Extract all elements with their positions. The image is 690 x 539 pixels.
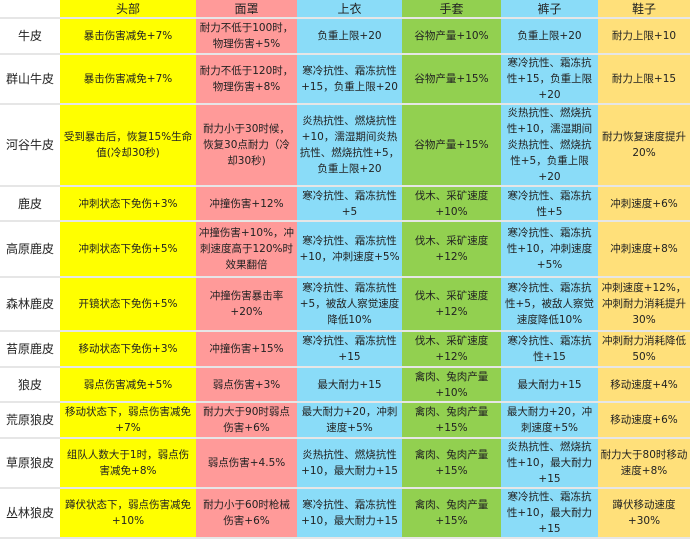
column-header: 鞋子 [598, 0, 690, 19]
row-header: 草原狼皮 [0, 438, 60, 489]
table-row: 丛林狼皮 蹲伏状态下，弱点伤害减免+10% 耐力小于60时枪械伤害+6% 寒冷抗性、霜… [0, 488, 690, 539]
row-header: 狼皮 [0, 367, 60, 403]
table-cell: 开镜状态下免伤+5% [60, 277, 196, 332]
row-header: 高原鹿皮 [0, 221, 60, 278]
table-cell: 伐木、采矿速度+12% [402, 331, 501, 368]
table-cell: 暴击伤害减免+7% [60, 18, 196, 55]
table-cell: 寒冷抗性、霜冻抗性+10，最大耐力+15 [297, 488, 402, 539]
table-cell: 移动速度+6% [598, 402, 690, 439]
table-cell: 负重上限+20 [297, 18, 402, 55]
table-cell: 冲撞伤害+15% [196, 331, 297, 368]
table-cell: 寒冷抗性、霜冻抗性+5 [297, 186, 402, 222]
table-cell: 最大耐力+20，冲刺速度+5% [501, 402, 598, 439]
table-cell: 寒冷抗性、霜冻抗性+5 [501, 186, 598, 222]
table-cell: 炎热抗性、燃烧抗性+10，最大耐力+15 [501, 438, 598, 489]
table-cell: 冲刺耐力消耗降低50% [598, 331, 690, 368]
table-cell: 冲刺状态下免伤+5% [60, 221, 196, 278]
table-cell: 寒冷抗性、霜冻抗性+15 [297, 331, 402, 368]
table-cell: 最大耐力+20，冲刺速度+5% [297, 402, 402, 439]
table-cell: 耐力大于90时弱点伤害+6% [196, 402, 297, 439]
table-row: 鹿皮 冲刺状态下免伤+3% 冲撞伤害+12% 寒冷抗性、霜冻抗性+5 伐木、采矿速度+1… [0, 186, 690, 222]
table-cell: 暴击伤害减免+7% [60, 54, 196, 105]
table-cell: 寒冷抗性、霜冻抗性+5，被敌人察觉速度降低10% [501, 277, 598, 332]
table-cell: 伐木、采矿速度+12% [402, 277, 501, 332]
table-cell: 冲撞伤害+12% [196, 186, 297, 222]
table-cell: 移动状态下免伤+3% [60, 331, 196, 368]
table-cell: 寒冷抗性、霜冻抗性+10，冲刺速度+5% [501, 221, 598, 278]
table-cell: 最大耐力+15 [297, 367, 402, 403]
table-cell: 冲撞伤害+10%，冲刺速度高于120%时效果翻倍 [196, 221, 297, 278]
table-row: 草原狼皮 组队人数大于1时，弱点伤害减免+8% 弱点伤害+4.5% 炎热抗性、燃烧抗性… [0, 438, 690, 489]
table-cell: 冲刺速度+6% [598, 186, 690, 222]
table-cell: 移动状态下，弱点伤害减免+7% [60, 402, 196, 439]
table-cell: 耐力恢复速度提升20% [598, 104, 690, 187]
table-row: 荒原狼皮 移动状态下，弱点伤害减免+7% 耐力大于90时弱点伤害+6% 最大耐力+20… [0, 402, 690, 439]
table-cell: 寒冷抗性、霜冻抗性+10，冲刺速度+5% [297, 221, 402, 278]
row-header: 苔原鹿皮 [0, 331, 60, 368]
column-header: 上衣 [297, 0, 402, 19]
table-cell: 禽肉、兔肉产量+15% [402, 488, 501, 539]
table-cell: 冲刺速度+8% [598, 221, 690, 278]
table-cell: 禽肉、兔肉产量+15% [402, 402, 501, 439]
table-row: 森林鹿皮 开镜状态下免伤+5% 冲撞伤害暴击率+20% 寒冷抗性、霜冻抗性+5，被敌人… [0, 277, 690, 332]
table-cell: 寒冷抗性、霜冻抗性+10，最大耐力+15 [501, 488, 598, 539]
table-cell: 炎热抗性、燃烧抗性+10，濡湿期间炎热抗性、燃烧抗性+5，负重上限+20 [297, 104, 402, 187]
table-row: 河谷牛皮 受到暴击后，恢复15%生命值(冷却30秒) 耐力小于30时候，恢复30点耐… [0, 104, 690, 187]
table-cell: 蹲伏状态下，弱点伤害减免+10% [60, 488, 196, 539]
table-cell: 耐力上限+10 [598, 18, 690, 55]
column-header: 裤子 [501, 0, 598, 19]
column-header: 面罩 [196, 0, 297, 19]
table-row: 群山牛皮 暴击伤害减免+7% 耐力不低于120时，物理伤害+8% 寒冷抗性、霜冻抗性+… [0, 54, 690, 105]
table-cell: 谷物产量+15% [402, 104, 501, 187]
table-cell: 弱点伤害+4.5% [196, 438, 297, 489]
table-cell: 伐木、采矿速度+10% [402, 186, 501, 222]
row-header: 鹿皮 [0, 186, 60, 222]
table-cell: 冲撞伤害暴击率+20% [196, 277, 297, 332]
table-cell: 组队人数大于1时，弱点伤害减免+8% [60, 438, 196, 489]
table-cell: 禽肉、兔肉产量+10% [402, 367, 501, 403]
table-cell: 蹲伏移动速度+30% [598, 488, 690, 539]
row-header: 河谷牛皮 [0, 104, 60, 187]
table-cell: 耐力小于30时候，恢复30点耐力（冷却30秒) [196, 104, 297, 187]
column-header [0, 0, 60, 19]
row-header: 森林鹿皮 [0, 277, 60, 332]
table-cell: 寒冷抗性、霜冻抗性+5，被敌人察觉速度降低10% [297, 277, 402, 332]
table-cell: 耐力不低于100时，物理伤害+5% [196, 18, 297, 55]
table-cell: 负重上限+20 [501, 18, 598, 55]
table-cell: 耐力大于80时移动速度+8% [598, 438, 690, 489]
column-header: 头部 [60, 0, 196, 19]
table-cell: 移动速度+4% [598, 367, 690, 403]
table-cell: 冲刺状态下免伤+3% [60, 186, 196, 222]
table-cell: 禽肉、兔肉产量+15% [402, 438, 501, 489]
table-cell: 最大耐力+15 [501, 367, 598, 403]
table-cell: 谷物产量+15% [402, 54, 501, 105]
table-cell: 寒冷抗性、霜冻抗性+15，负重上限+20 [501, 54, 598, 105]
table-cell: 寒冷抗性、霜冻抗性+15 [501, 331, 598, 368]
row-header: 丛林狼皮 [0, 488, 60, 539]
table-row: 牛皮 暴击伤害减免+7% 耐力不低于100时，物理伤害+5% 负重上限+20 谷物产量+… [0, 18, 690, 55]
header-row: 头部 面罩 上衣 手套 裤子 鞋子 [0, 0, 690, 19]
column-header: 手套 [402, 0, 501, 19]
table-row: 狼皮 弱点伤害减免+5% 弱点伤害+3% 最大耐力+15 禽肉、兔肉产量+10% 最大耐力… [0, 367, 690, 403]
table-cell: 谷物产量+10% [402, 18, 501, 55]
table-cell: 弱点伤害+3% [196, 367, 297, 403]
row-header: 荒原狼皮 [0, 402, 60, 439]
table-cell: 耐力小于60时枪械伤害+6% [196, 488, 297, 539]
table-cell: 受到暴击后，恢复15%生命值(冷却30秒) [60, 104, 196, 187]
table-cell: 寒冷抗性、霜冻抗性+15，负重上限+20 [297, 54, 402, 105]
table-cell: 弱点伤害减免+5% [60, 367, 196, 403]
table-row: 高原鹿皮 冲刺状态下免伤+5% 冲撞伤害+10%，冲刺速度高于120%时效果翻倍 寒冷… [0, 221, 690, 278]
table-cell: 耐力上限+15 [598, 54, 690, 105]
table-cell: 耐力不低于120时，物理伤害+8% [196, 54, 297, 105]
row-header: 群山牛皮 [0, 54, 60, 105]
table-cell: 冲刺速度+12%，冲刺耐力消耗提升30% [598, 277, 690, 332]
table-cell: 炎热抗性、燃烧抗性+10，濡湿期间炎热抗性、燃烧抗性+5，负重上限+20 [501, 104, 598, 187]
table-row: 苔原鹿皮 移动状态下免伤+3% 冲撞伤害+15% 寒冷抗性、霜冻抗性+15 伐木、采矿速… [0, 331, 690, 368]
table-cell: 炎热抗性、燃烧抗性+10，最大耐力+15 [297, 438, 402, 489]
table-cell: 伐木、采矿速度+12% [402, 221, 501, 278]
row-header: 牛皮 [0, 18, 60, 55]
